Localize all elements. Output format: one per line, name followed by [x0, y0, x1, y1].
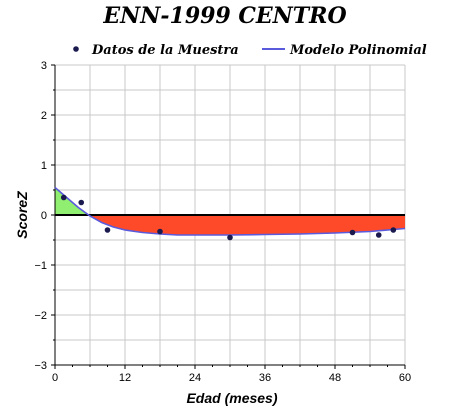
data-point: [349, 229, 356, 236]
y-tick-label: 0: [41, 210, 47, 222]
legend-label-datos: Datos de la Muestra: [91, 43, 239, 58]
x-tick-label: 0: [52, 372, 58, 384]
y-tick-label: 3: [41, 60, 47, 72]
model-polinomial-line: [54, 186, 406, 236]
y-tick-label: −2: [34, 310, 47, 322]
area-below-zero: [88, 215, 406, 235]
y-axis-label: ScoreZ: [14, 191, 30, 239]
y-tick-label: 1: [41, 160, 47, 172]
x-tick-label: 60: [399, 372, 411, 384]
data-point: [390, 227, 397, 233]
area-above-zero: [55, 187, 89, 215]
data-point: [60, 194, 67, 201]
data-point: [375, 232, 382, 238]
x-axis-label: Edad (meses): [186, 390, 277, 406]
x-tick-label: 48: [329, 372, 341, 384]
series: [54, 186, 406, 241]
y-tick-label: −1: [34, 260, 47, 272]
legend-label-modelo: Modelo Polinomial: [289, 43, 427, 58]
x-tick-label: 12: [119, 372, 131, 384]
data-point: [78, 199, 85, 206]
tick-labels: 3 2 1 0 −1 −2 −3 0 12 24 36 48 60: [34, 60, 411, 384]
chart-title: ENN-1999 CENTRO: [102, 3, 346, 29]
axes: [51, 64, 406, 369]
data-point: [157, 228, 163, 235]
x-tick-label: 24: [189, 372, 201, 384]
y-tick-label: −3: [34, 360, 47, 372]
legend-marker-datos: [73, 46, 79, 52]
x-tick-label: 36: [259, 372, 271, 384]
legend: Datos de la Muestra Modelo Polinomial: [73, 43, 427, 58]
y-tick-label: 2: [41, 110, 47, 122]
data-point: [227, 234, 233, 241]
area-fill: [55, 187, 406, 235]
data-point: [104, 227, 111, 233]
